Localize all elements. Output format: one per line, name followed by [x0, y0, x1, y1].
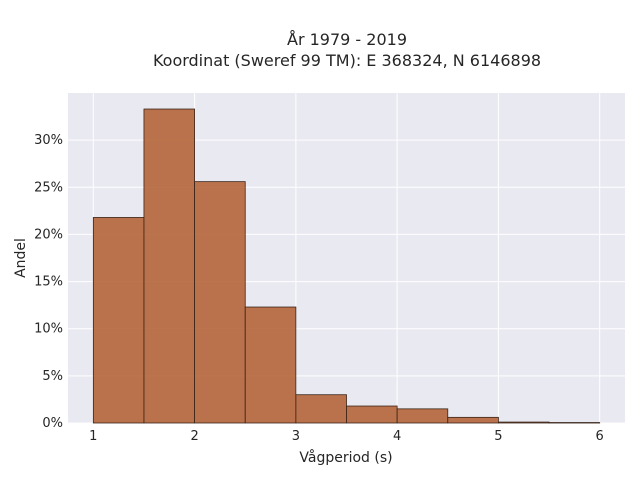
x-tick-label: 5: [494, 429, 502, 444]
histogram-bar: [92, 217, 145, 424]
y-tick-label: 20%: [34, 227, 63, 242]
histogram-bar: [194, 181, 246, 424]
histogram-bar: [498, 421, 550, 424]
x-axis-ticks: 1 2 3 4 5 6: [89, 429, 604, 444]
y-tick-label: 30%: [34, 133, 63, 148]
histogram-bar: [447, 416, 499, 424]
histogram-bar: [396, 408, 449, 424]
y-tick-label: 15%: [34, 275, 63, 290]
histogram-bar: [143, 108, 195, 424]
y-tick-label: 25%: [34, 180, 63, 195]
y-axis-label: Andel: [13, 238, 29, 278]
bars: [92, 108, 601, 424]
histogram-bar: [548, 422, 601, 424]
x-tick-label: 1: [89, 429, 97, 444]
y-tick-label: 10%: [34, 322, 63, 337]
y-axis-ticks: 0% 5% 10% 15% 20% 25% 30%: [34, 133, 63, 431]
histogram-bar: [244, 306, 297, 424]
x-tick-label: 3: [292, 429, 300, 444]
x-axis-label: Vågperiod (s): [299, 449, 392, 466]
histogram-bar: [295, 394, 347, 424]
x-tick-label: 6: [596, 429, 604, 444]
x-tick-label: 2: [190, 429, 198, 444]
chart-subtitle: Koordinat (Sweref 99 TM): E 368324, N 61…: [153, 51, 541, 70]
histogram-bar: [346, 405, 398, 424]
chart-title: År 1979 - 2019: [287, 30, 407, 49]
y-tick-label: 5%: [42, 369, 63, 384]
x-tick-label: 4: [393, 429, 401, 444]
y-tick-label: 0%: [42, 416, 63, 431]
